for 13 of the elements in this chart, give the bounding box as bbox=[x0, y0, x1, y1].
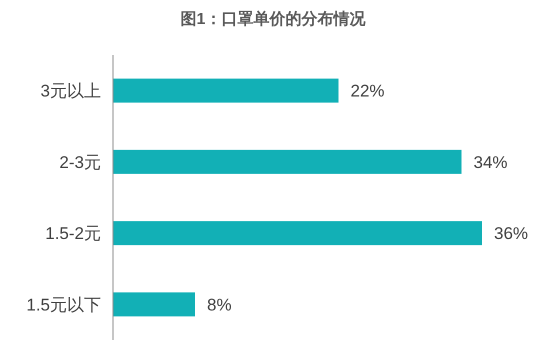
y-tick-label: 3元以上 bbox=[40, 82, 101, 101]
y-tick-label: 1.5-2元 bbox=[45, 224, 101, 244]
data-label: 36% bbox=[494, 224, 528, 244]
data-label: 34% bbox=[474, 152, 508, 172]
bar bbox=[113, 150, 462, 174]
data-label: 22% bbox=[350, 82, 385, 101]
bar bbox=[113, 292, 195, 316]
y-tick-label: 2-3元 bbox=[59, 152, 101, 172]
data-label: 8% bbox=[207, 295, 232, 314]
chart-title: 图1：口罩单价的分布情况 bbox=[180, 10, 366, 28]
bar bbox=[113, 78, 338, 103]
y-tick-label: 1.5元以下 bbox=[26, 295, 101, 314]
bar bbox=[113, 221, 482, 246]
